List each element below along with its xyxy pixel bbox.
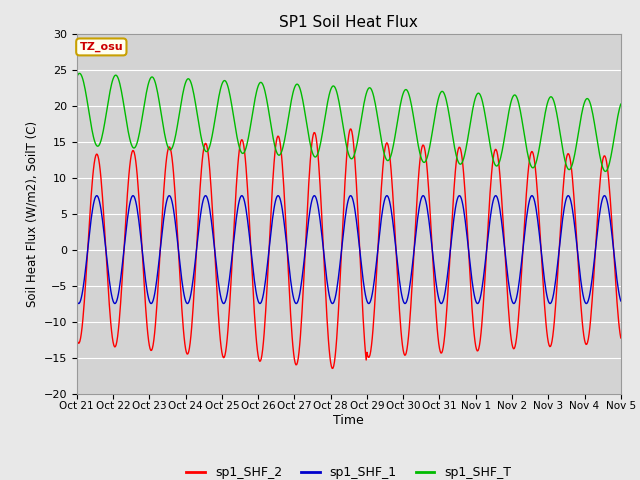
sp1_SHF_1 <box>216 292 224 298</box>
Line: sp1_SHF_T: sp1_SHF_T <box>77 73 621 171</box>
sp1_SHF_2 <box>216 329 223 335</box>
Text: TZ_osu: TZ_osu <box>79 42 123 52</box>
sp1_SHF_1 <box>394 265 402 271</box>
Line: sp1_SHF_1: sp1_SHF_1 <box>77 196 621 303</box>
sp1_SHF_2 <box>328 365 336 371</box>
sp1_SHF_T <box>193 109 201 115</box>
X-axis label: Time: Time <box>333 414 364 427</box>
Legend: sp1_SHF_2, sp1_SHF_1, sp1_SHF_T: sp1_SHF_2, sp1_SHF_1, sp1_SHF_T <box>181 461 516 480</box>
sp1_SHF_2 <box>395 295 403 300</box>
sp1_SHF_2 <box>341 179 349 184</box>
sp1_SHF_2 <box>193 252 200 258</box>
sp1_SHF_1 <box>93 193 100 199</box>
sp1_SHF_1 <box>568 206 576 212</box>
sp1_SHF_T <box>394 116 402 121</box>
sp1_SHF_2 <box>568 176 576 181</box>
sp1_SHF_T <box>617 101 625 107</box>
sp1_SHF_T <box>602 168 609 174</box>
sp1_SHF_1 <box>193 242 201 248</box>
sp1_SHF_T <box>76 71 84 76</box>
sp1_SHF_2 <box>73 336 81 341</box>
sp1_SHF_2 <box>617 335 625 341</box>
sp1_SHF_T <box>568 163 575 169</box>
sp1_SHF_1 <box>341 216 349 222</box>
Y-axis label: Soil Heat Flux (W/m2), SoilT (C): Soil Heat Flux (W/m2), SoilT (C) <box>25 120 38 307</box>
sp1_SHF_T <box>73 74 81 80</box>
sp1_SHF_2 <box>346 126 354 132</box>
sp1_SHF_1 <box>73 298 81 304</box>
sp1_SHF_2 <box>449 212 456 218</box>
Title: SP1 Soil Heat Flux: SP1 Soil Heat Flux <box>280 15 418 30</box>
Line: sp1_SHF_2: sp1_SHF_2 <box>77 129 621 368</box>
sp1_SHF_1 <box>448 236 456 241</box>
sp1_SHF_1 <box>617 298 625 304</box>
sp1_SHF_1 <box>474 300 481 306</box>
sp1_SHF_T <box>341 135 349 141</box>
sp1_SHF_T <box>216 87 224 93</box>
sp1_SHF_T <box>448 127 456 132</box>
